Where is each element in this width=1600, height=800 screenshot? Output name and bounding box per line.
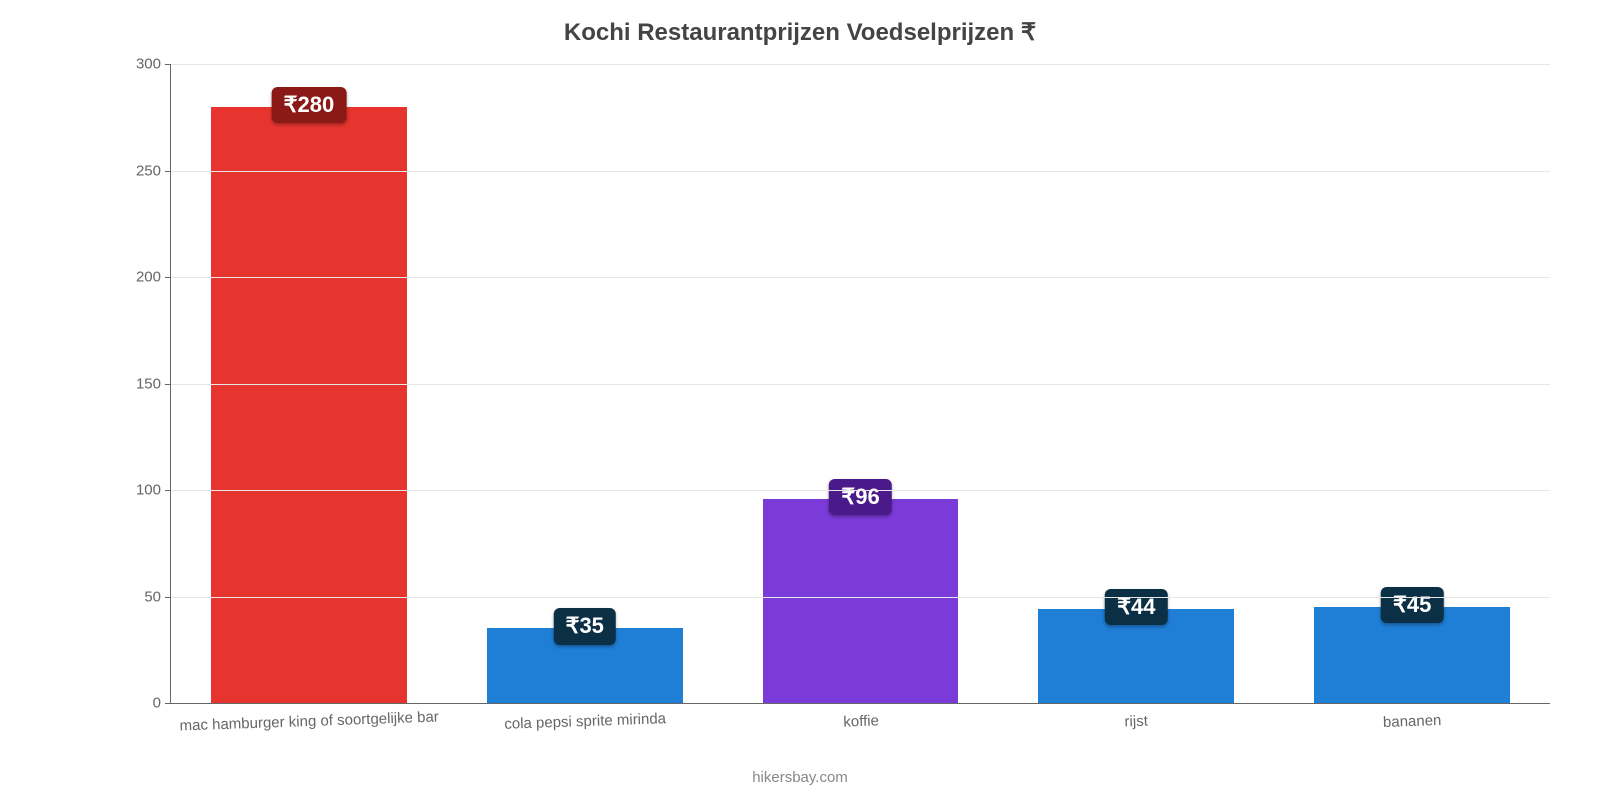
chart-title: Kochi Restaurantprijzen Voedselprijzen ₹: [0, 0, 1600, 47]
x-tick-label: koffie: [842, 702, 879, 730]
x-tick-label: bananen: [1382, 702, 1441, 731]
value-badge: ₹280: [272, 87, 347, 123]
bar: ₹280: [211, 107, 407, 703]
value-badge: ₹45: [1381, 587, 1443, 623]
value-badge: ₹96: [829, 479, 891, 515]
bar: ₹44: [1038, 609, 1234, 703]
bar: ₹96: [763, 499, 959, 703]
x-tick-label: mac hamburger king of soortgelijke bar: [179, 698, 439, 734]
y-tick-label: 150: [136, 375, 171, 392]
grid-line: [171, 384, 1550, 385]
value-badge: ₹44: [1105, 589, 1167, 625]
grid-line: [171, 597, 1550, 598]
y-tick-label: 0: [153, 695, 171, 712]
grid-line: [171, 277, 1550, 278]
grid-line: [171, 64, 1550, 65]
bar: ₹35: [487, 628, 683, 703]
x-tick-label: rijst: [1124, 703, 1148, 731]
chart-area: ₹280₹35₹96₹44₹45 050100150200250300mac h…: [170, 64, 1550, 704]
grid-line: [171, 490, 1550, 491]
y-tick-label: 250: [136, 162, 171, 179]
plot-area: ₹280₹35₹96₹44₹45 050100150200250300mac h…: [170, 64, 1550, 704]
y-tick-label: 100: [136, 482, 171, 499]
grid-line: [171, 171, 1550, 172]
y-tick-label: 200: [136, 269, 171, 286]
bar: ₹45: [1314, 607, 1510, 703]
x-tick-label: cola pepsi sprite mirinda: [503, 700, 666, 733]
y-tick-label: 300: [136, 56, 171, 73]
chart-footer: hikersbay.com: [0, 769, 1600, 786]
value-badge: ₹35: [553, 608, 615, 644]
y-tick-label: 50: [144, 588, 171, 605]
